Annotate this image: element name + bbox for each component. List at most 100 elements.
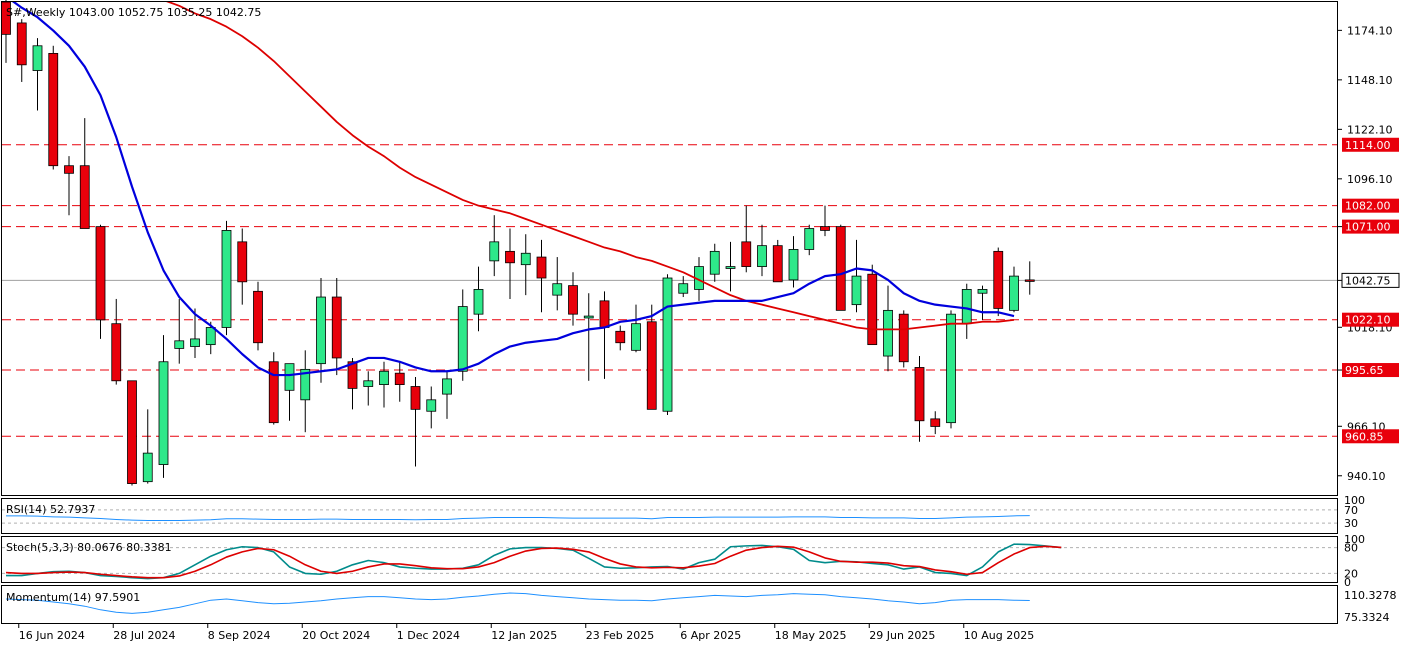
candle-body xyxy=(520,252,531,266)
candle-body xyxy=(662,277,673,412)
candle-body xyxy=(835,226,846,311)
candle-body xyxy=(221,230,232,328)
level-label-box xyxy=(1342,429,1399,444)
rsi-tick-label: 70 xyxy=(1344,504,1358,517)
time-tick-label: 1 Dec 2024 xyxy=(397,629,460,642)
candle-body xyxy=(1024,279,1035,282)
time-tick-label: 20 Oct 2024 xyxy=(302,629,370,642)
candle-body xyxy=(331,296,342,359)
candle-body xyxy=(961,289,972,325)
candle-body xyxy=(505,250,515,264)
current-price-box xyxy=(1341,272,1400,288)
candle-body xyxy=(1,1,11,35)
candle-body xyxy=(583,315,594,319)
price-tick-label: 1122.10 xyxy=(1347,123,1393,136)
candle-body xyxy=(804,228,815,250)
stoch-panel-frame xyxy=(1,536,1338,583)
momentum-line xyxy=(5,592,1030,614)
stoch-tick-label: 20 xyxy=(1344,567,1358,580)
time-tick-label: 6 Apr 2025 xyxy=(680,629,741,642)
level-label: 1071.00 xyxy=(1345,221,1391,234)
candle-body xyxy=(678,283,689,294)
price-panel[interactable]: S#,Weekly 1043.00 1052.75 1035.25 1042.7… xyxy=(1,0,1338,496)
ma-fast-line xyxy=(12,2,1015,377)
candle-body xyxy=(646,321,657,410)
candle-body xyxy=(631,323,641,351)
candle-body xyxy=(709,250,720,275)
current-price-label: 1042.75 xyxy=(1345,274,1391,287)
time-tick-label: 16 Jun 2024 xyxy=(19,629,85,642)
price-panel-frame xyxy=(1,1,1338,496)
rsi-tick-label: 100 xyxy=(1344,494,1365,507)
candle-body xyxy=(300,368,311,401)
candle-body xyxy=(457,306,468,372)
candle-body xyxy=(426,399,437,412)
candle-body xyxy=(48,52,59,167)
level-label-box xyxy=(1342,219,1399,234)
stoch-panel[interactable]: Stoch(5,3,3) 80.0676 80.3381 xyxy=(1,536,1338,583)
candle-body xyxy=(568,285,578,315)
candle-body xyxy=(16,22,27,66)
candle-body xyxy=(725,266,736,269)
time-tick-label: 28 Jul 2024 xyxy=(113,629,175,642)
candle-body xyxy=(237,241,248,283)
level-label-box xyxy=(1342,137,1399,152)
stoch-tick-label: 0 xyxy=(1344,576,1351,589)
candle-body xyxy=(347,361,358,389)
candle-body xyxy=(851,275,862,306)
price-tick-label: 1174.10 xyxy=(1347,24,1393,37)
candle-body xyxy=(268,361,279,424)
stoch-tick-label: 100 xyxy=(1344,533,1365,546)
candle-body xyxy=(489,241,500,262)
time-tick-label: 23 Feb 2025 xyxy=(586,629,654,642)
candle-body xyxy=(820,226,830,231)
price-axis: 1174.101148.101122.101096.101018.10966.1… xyxy=(1337,24,1400,624)
stoch-main-line xyxy=(6,543,1062,580)
candle-body xyxy=(898,313,909,363)
level-label: 960.85 xyxy=(1345,430,1384,443)
level-label-box xyxy=(1342,363,1399,378)
candle-body xyxy=(615,330,626,344)
rsi-tick-label: 30 xyxy=(1344,517,1358,530)
rsi-panel[interactable]: RSI(14) 52.7937 xyxy=(1,498,1338,534)
candle-body xyxy=(410,386,421,410)
ma-slow-line xyxy=(166,2,1015,331)
momentum-panel[interactable]: Momentum(14) 97.5901 xyxy=(1,585,1338,624)
candle-body xyxy=(158,361,169,465)
level-label: 1022.10 xyxy=(1345,314,1391,327)
level-label: 995.65 xyxy=(1345,364,1384,377)
candle-body xyxy=(946,313,956,424)
momentum-tick-label: 75.3324 xyxy=(1344,611,1390,624)
rsi-content xyxy=(2,509,1337,524)
candle-body xyxy=(599,300,610,328)
time-tick-label: 10 Aug 2025 xyxy=(964,629,1034,642)
stoch-signal-line xyxy=(5,545,1062,579)
candle-body xyxy=(253,290,263,344)
time-tick-label: 18 May 2025 xyxy=(775,629,847,642)
level-label-box xyxy=(1342,198,1399,213)
momentum-tick-label: 110.3278 xyxy=(1344,589,1397,602)
time-tick-label: 12 Jan 2025 xyxy=(491,629,557,642)
candle-body xyxy=(95,226,106,321)
candle-body xyxy=(142,452,153,483)
candle-body xyxy=(536,256,547,279)
candle-body xyxy=(741,241,752,267)
candle-body xyxy=(111,323,122,382)
candle-body xyxy=(442,378,452,395)
stoch-label: Stoch(5,3,3) 80.0676 80.3381 xyxy=(6,541,172,554)
price-tick-label: 1148.10 xyxy=(1347,74,1393,87)
candle-body xyxy=(1009,275,1019,311)
momentum-label: Momentum(14) 97.5901 xyxy=(6,591,140,604)
candle-body xyxy=(394,372,405,385)
time-tick-label: 29 Jun 2025 xyxy=(869,629,935,642)
rsi-panel-frame xyxy=(1,498,1338,534)
time-tick-label: 8 Sep 2024 xyxy=(208,629,271,642)
candle-body xyxy=(993,250,1004,309)
candle-body xyxy=(79,165,90,229)
price-tick-label: 940.10 xyxy=(1347,470,1386,483)
candle-body xyxy=(205,327,216,346)
candle-body xyxy=(174,340,185,349)
candle-body xyxy=(914,367,925,422)
momentum-panel-frame xyxy=(1,585,1338,624)
